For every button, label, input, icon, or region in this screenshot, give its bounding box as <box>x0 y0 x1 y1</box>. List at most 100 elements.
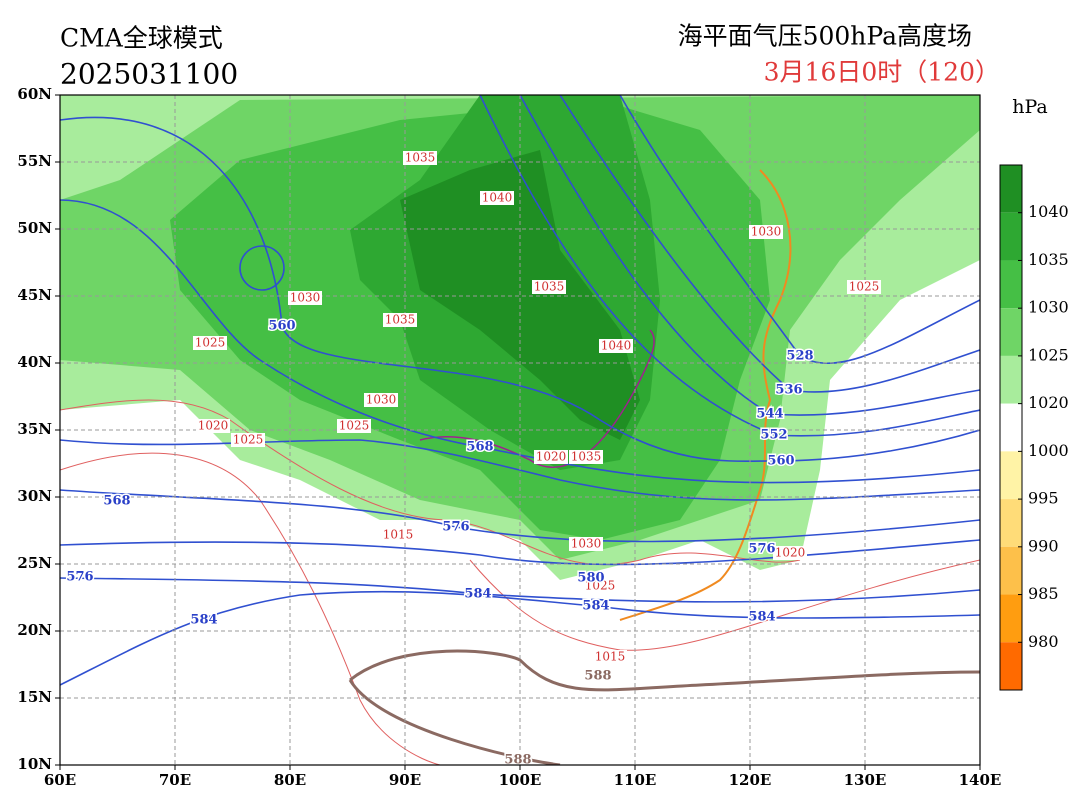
isobars <box>60 399 980 765</box>
colorbar-swatch <box>1000 308 1022 356</box>
colorbar-swatch <box>1000 594 1022 643</box>
isobar-label: 1030 <box>366 393 397 407</box>
height-label: 528 <box>786 349 813 364</box>
lat-label: 50N <box>17 219 52 237</box>
height-label: 576 <box>748 542 775 557</box>
isobar-label-box <box>364 393 398 407</box>
height-contour <box>60 116 980 463</box>
colorbar-label: 1000 <box>1028 441 1069 460</box>
isobar-label-box <box>193 336 227 350</box>
isobar-label-box <box>196 419 230 433</box>
isobar-label: 1035 <box>385 313 416 327</box>
height-contour <box>60 577 980 603</box>
height-contour <box>60 489 980 543</box>
isobar-label: 1030 <box>290 291 321 305</box>
isobar-label-box <box>569 537 603 551</box>
isobar-label: 1025 <box>195 336 226 350</box>
height-contour <box>239 245 285 291</box>
lon-label: 70E <box>159 771 191 789</box>
isobar-label: 1030 <box>751 225 782 239</box>
graticule <box>60 95 980 765</box>
colorbar-swatch <box>1000 451 1022 500</box>
isobar-label-box <box>593 650 627 664</box>
isobar-label: 1030 <box>571 537 602 551</box>
lat-label: 10N <box>17 755 52 773</box>
colorbar-swatch <box>1000 403 1022 452</box>
colorbar-label: 1025 <box>1028 345 1069 364</box>
height-label: 584 <box>190 613 217 628</box>
colorbar-label: 1020 <box>1028 393 1069 412</box>
isobar-label: 1035 <box>534 280 565 294</box>
height-label: 560 <box>767 454 794 469</box>
height-contour-588 <box>348 649 980 765</box>
isobar <box>60 452 441 765</box>
coastline <box>619 169 792 621</box>
lon-label: 60E <box>44 771 76 789</box>
isobar-label: 1025 <box>585 579 616 593</box>
isobar-label: 1035 <box>405 151 436 165</box>
height-label: 584 <box>748 610 775 625</box>
lat-label: 30N <box>17 487 52 505</box>
height-label: 576 <box>66 570 93 585</box>
colorbar-unit: hPa <box>1012 96 1048 118</box>
height-label: 560 <box>268 319 295 334</box>
colorbar: 1040 1035 1030 1025 1020 1000 995 990 985 980 <box>999 164 1069 691</box>
isobar-label-box <box>403 151 437 165</box>
colorbar-swatch <box>1000 165 1022 213</box>
colorbar-label: 1035 <box>1028 250 1069 269</box>
lat-label: 35N <box>17 420 52 438</box>
height-contour <box>559 95 980 393</box>
isobar-label-box <box>231 433 265 447</box>
isobar-label-box <box>599 339 633 353</box>
isobar-label-box <box>569 450 603 464</box>
lon-label: 140E <box>959 771 1002 789</box>
colorbar-swatch <box>1000 546 1022 595</box>
isobar-label: 1015 <box>383 528 414 542</box>
height-label: 568 <box>466 440 493 455</box>
height-label: 580 <box>577 571 604 586</box>
colorbar-frame <box>999 164 1023 691</box>
colorbar-swatch <box>1000 499 1022 547</box>
isobar-label-box <box>532 280 566 294</box>
lon-label: 130E <box>844 771 887 789</box>
isobar-label: 1025 <box>233 433 264 447</box>
isobar-label-box <box>381 528 415 542</box>
height-contour <box>60 439 980 501</box>
colorbar-label: 980 <box>1028 632 1059 651</box>
isobar-label: 1020 <box>198 419 229 433</box>
lat-label: 60N <box>17 85 52 103</box>
colorbar-label: 990 <box>1028 536 1059 555</box>
height-contour <box>519 95 980 416</box>
isobar-label: 1040 <box>482 191 513 205</box>
lat-label: 40N <box>17 353 52 371</box>
isobar <box>60 399 801 566</box>
lon-label: 120E <box>729 771 772 789</box>
contour-labels: 1035 1040 1030 1025 1035 1030 1035 1040 1025 1030… <box>65 151 881 769</box>
height-contour <box>60 199 980 484</box>
lon-label: 80E <box>274 771 306 789</box>
map-fill <box>60 95 980 765</box>
height-contour <box>479 95 980 437</box>
init-time: 2025031100 <box>60 58 238 91</box>
colorbar-swatch <box>1000 260 1022 309</box>
model-name: CMA全球模式 <box>60 24 223 53</box>
colorbar-swatch <box>1000 642 1022 690</box>
lat-label: 15N <box>17 688 52 706</box>
isobar-label: 1035 <box>571 450 602 464</box>
isobar-label-box <box>534 450 568 464</box>
isobar-label: 1025 <box>339 419 370 433</box>
isobar-label: 1015 <box>595 650 626 664</box>
colorbar-label: 995 <box>1028 489 1059 508</box>
colorbar-label: 1030 <box>1028 298 1069 317</box>
isobar-label: 1025 <box>849 280 880 294</box>
height-label: 544 <box>756 407 783 422</box>
isobar-label-box <box>749 225 783 239</box>
lat-label: 55N <box>17 152 52 170</box>
valid-time: 3月16日0时（120） <box>764 58 1000 87</box>
isobar-label: 1020 <box>775 546 806 560</box>
height-label: 584 <box>464 587 491 602</box>
height-label: 552 <box>760 428 787 443</box>
lon-label: 100E <box>499 771 542 789</box>
isobar-label: 1040 <box>601 339 632 353</box>
